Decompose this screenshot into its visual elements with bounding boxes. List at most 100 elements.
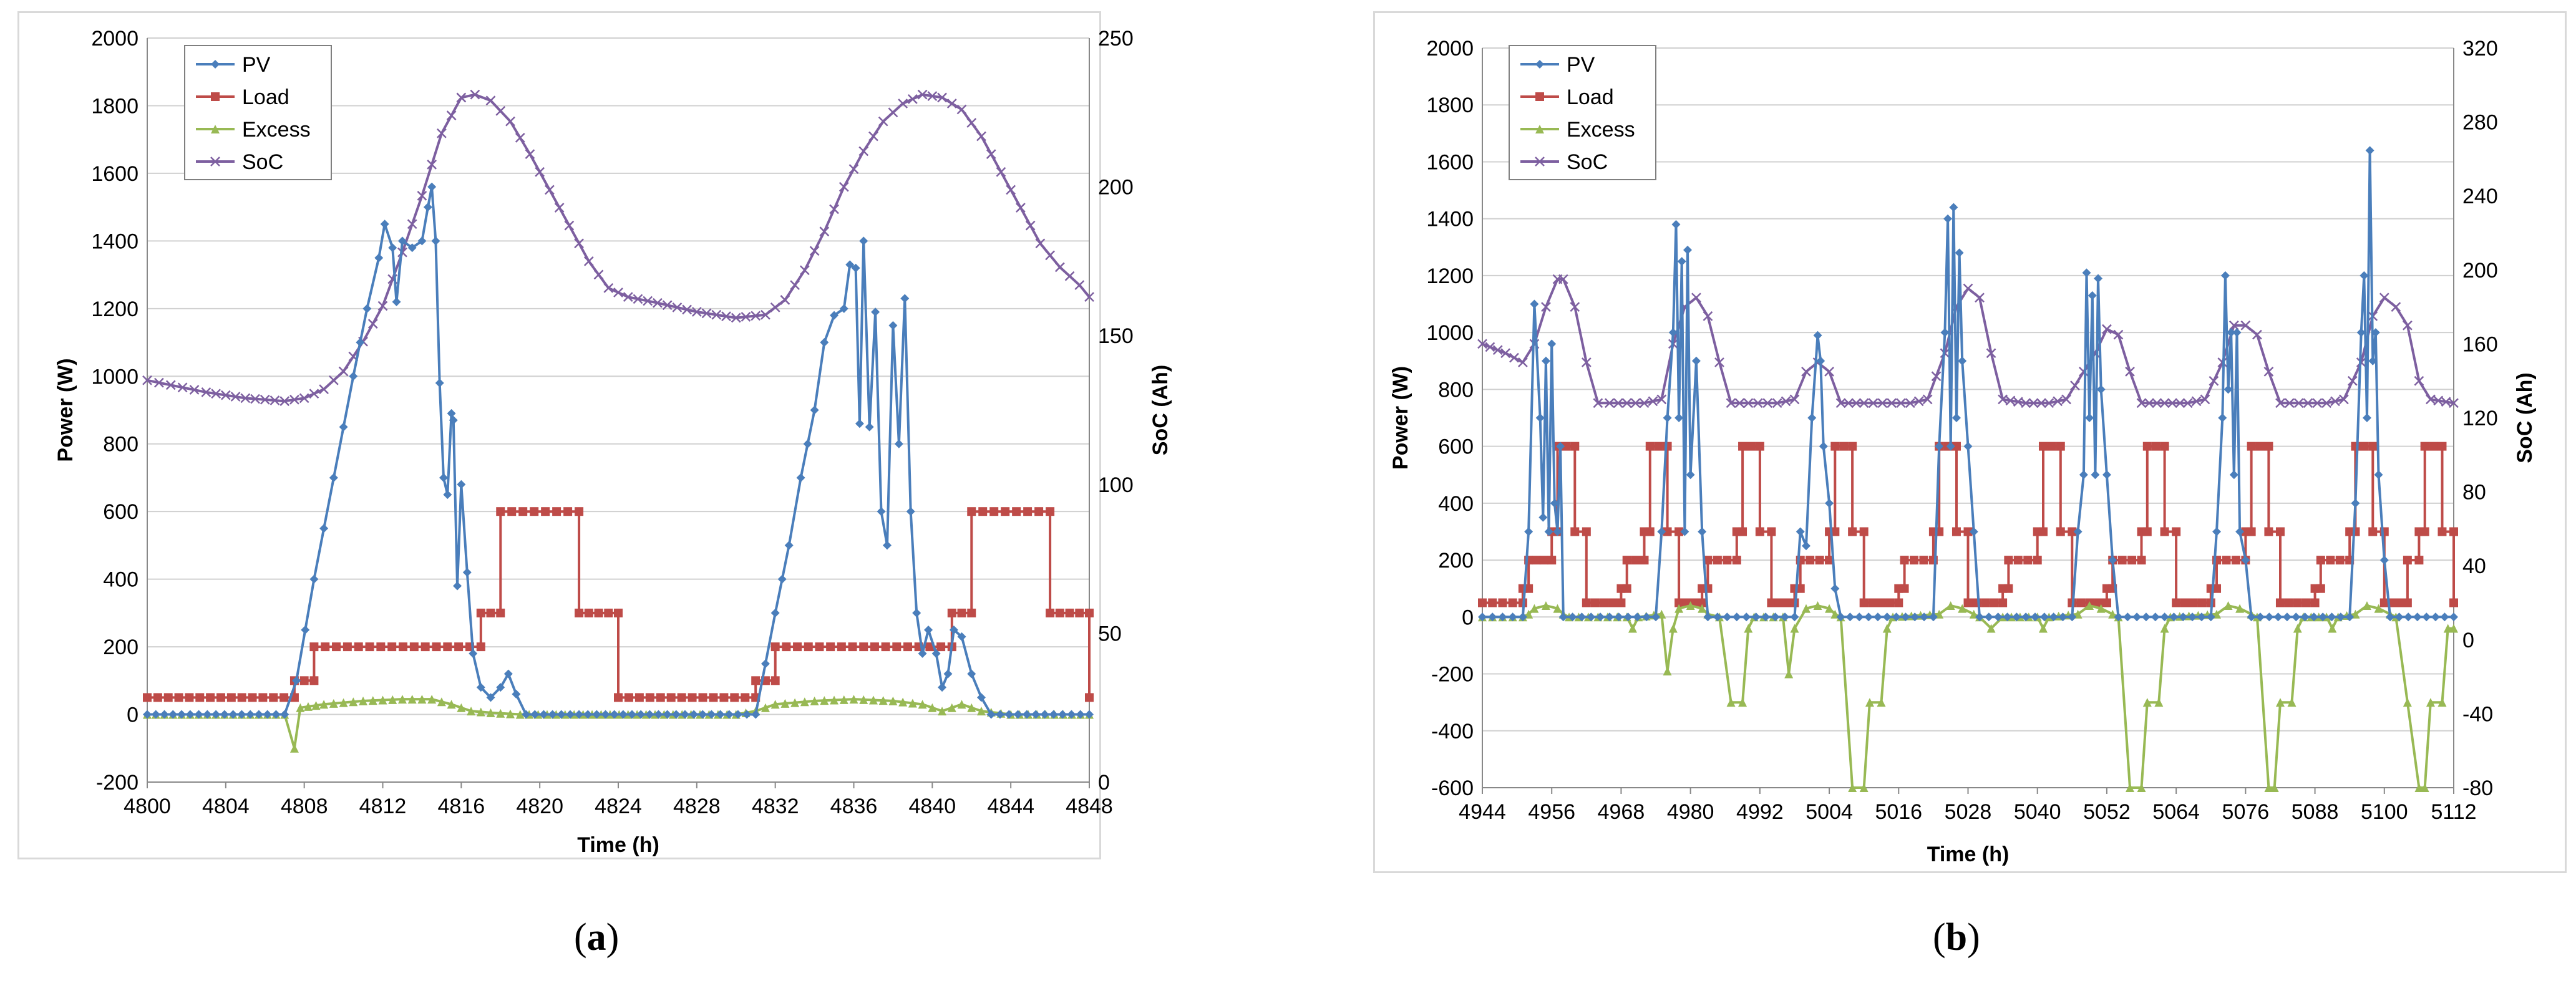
marker-soc — [1931, 371, 1942, 382]
marker-excess — [296, 703, 305, 712]
marker-load — [387, 642, 397, 652]
marker-soc — [1570, 302, 1580, 312]
marker-pv — [1558, 612, 1568, 622]
marker-soc — [1605, 398, 1615, 409]
marker-pv — [592, 710, 601, 719]
marker-soc — [2053, 396, 2063, 407]
marker-soc — [2005, 395, 2016, 406]
marker-pv — [1668, 328, 1678, 337]
marker-load — [730, 693, 739, 702]
marker-load — [957, 608, 966, 617]
marker-soc — [1975, 293, 1985, 303]
marker-load — [770, 642, 780, 652]
marker-load — [2127, 556, 2137, 565]
marker-pv — [2386, 612, 2395, 622]
marker-load — [1830, 442, 1840, 451]
legend-item-soc: SoC — [1520, 150, 1608, 174]
marker-pv — [830, 311, 839, 320]
marker-pv — [349, 372, 358, 381]
marker-soc — [201, 387, 211, 397]
legend-item-pv: PV — [1520, 53, 1595, 77]
x-tick-label: 5076 — [2222, 800, 2270, 824]
marker-pv — [865, 422, 874, 432]
marker-load — [1046, 608, 1055, 617]
marker-pv — [292, 676, 301, 685]
marker-load — [2316, 584, 2325, 593]
marker-load — [1001, 507, 1010, 516]
marker-soc — [220, 390, 231, 400]
series-load — [1478, 442, 2458, 607]
marker-soc — [1703, 311, 1713, 321]
marker-pv — [443, 490, 452, 500]
marker-pv — [2091, 470, 2100, 480]
marker-pv — [2169, 612, 2179, 622]
marker-load — [1663, 527, 1672, 536]
marker-pv — [512, 690, 521, 699]
marker-load — [741, 693, 750, 702]
marker-excess — [839, 695, 848, 704]
legend-box — [1509, 45, 1656, 180]
marker-pv — [1892, 612, 1901, 622]
x-tick-label: 4836 — [830, 795, 878, 818]
y-tick-label: -400 — [1431, 720, 1474, 743]
marker-load — [1830, 527, 1840, 536]
marker-soc — [1913, 396, 1924, 407]
marker-load — [1796, 584, 1805, 593]
y2-tick-label: 120 — [2462, 407, 2498, 430]
marker-excess — [2126, 783, 2134, 792]
marker-pv — [1949, 203, 1958, 212]
marker-pv — [160, 710, 169, 719]
marker-soc — [2013, 397, 2023, 407]
marker-pv — [1686, 470, 1695, 480]
marker-load — [1508, 598, 1517, 607]
marker-load — [936, 642, 946, 652]
marker-soc — [2144, 398, 2154, 409]
marker-load — [804, 642, 813, 652]
marker-pv — [2218, 413, 2227, 422]
marker-pv — [967, 669, 976, 679]
marker-pv — [618, 710, 628, 719]
marker-soc — [165, 380, 176, 390]
y2-tick-label: 150 — [1098, 324, 1134, 348]
marker-soc — [1656, 394, 1667, 405]
marker-soc — [691, 307, 702, 317]
marker-soc — [279, 396, 290, 407]
marker-load — [2310, 598, 2320, 607]
marker-load — [967, 608, 976, 617]
marker-excess — [790, 698, 800, 707]
marker-soc — [1824, 366, 1834, 377]
marker-soc — [1963, 283, 1973, 294]
marker-soc — [927, 91, 938, 101]
marker-soc — [2113, 329, 2124, 340]
x-tick-label: 4812 — [359, 795, 407, 818]
marker-pv — [486, 693, 495, 702]
marker-load — [1848, 527, 1857, 536]
marker-soc — [1648, 396, 1658, 407]
y2-axis-title: SoC (Ah) — [1149, 365, 1172, 455]
marker-load — [1868, 598, 1877, 607]
marker-excess — [378, 695, 387, 705]
marker-load — [195, 693, 205, 702]
x-tick-label: 4804 — [202, 795, 250, 818]
y-tick-label: 1000 — [1426, 321, 1474, 345]
marker-load — [2038, 527, 2048, 536]
marker-excess — [947, 703, 956, 712]
marker-load — [1547, 556, 1557, 565]
legend-item-excess: Excess — [196, 118, 311, 142]
marker-excess — [888, 696, 898, 705]
marker-load — [1631, 556, 1640, 565]
marker-load — [575, 507, 584, 516]
marker-excess — [2293, 624, 2302, 633]
marker-pv — [1771, 612, 1780, 622]
y-tick-label: 2000 — [1426, 37, 1474, 60]
marker-soc — [799, 265, 810, 276]
marker-load — [1703, 556, 1713, 565]
marker-soc — [1016, 203, 1026, 213]
marker-soc — [2061, 394, 2071, 405]
marker-soc — [1500, 348, 1510, 359]
legend-swatch-marker — [1535, 60, 1544, 69]
marker-load — [604, 608, 613, 617]
marker-load — [2275, 598, 2285, 607]
legend-item-excess: Excess — [1520, 118, 1635, 142]
marker-load — [584, 608, 593, 617]
